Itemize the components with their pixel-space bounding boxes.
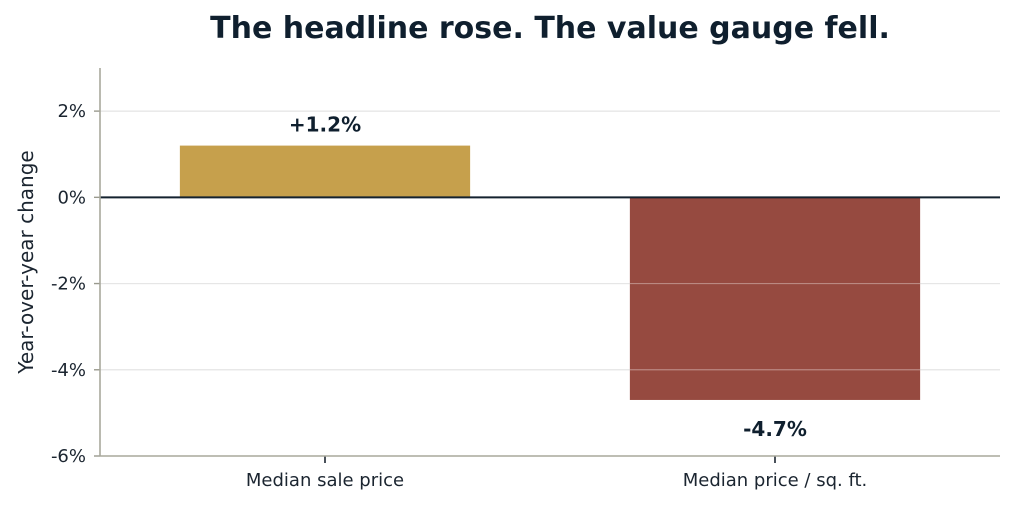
bar xyxy=(629,197,921,400)
tick-labels: 2% 0% -2% -4% -6% Median sale price Median pri… xyxy=(51,101,867,491)
data-label: +1.2% xyxy=(289,113,361,137)
overlay-gridlines xyxy=(100,110,1000,371)
y-tick-label: 2% xyxy=(57,101,86,122)
x-tick-label: Median price / sq. ft. xyxy=(683,470,868,491)
data-label: -4.7% xyxy=(743,417,807,441)
y-tick-label: 0% xyxy=(57,187,86,208)
axes xyxy=(94,68,1000,463)
chart-title: The headline rose. The value gauge fell. xyxy=(210,11,890,46)
bars xyxy=(179,145,921,400)
data-labels: +1.2% -4.7% xyxy=(289,113,807,441)
y-axis-label: Year-over-year change xyxy=(14,150,38,374)
y-tick-label: -6% xyxy=(51,446,86,467)
y-tick-label: -2% xyxy=(51,274,86,295)
y-tick-label: -4% xyxy=(51,360,86,381)
x-tick-label: Median sale price xyxy=(246,470,404,491)
bar xyxy=(179,145,471,198)
